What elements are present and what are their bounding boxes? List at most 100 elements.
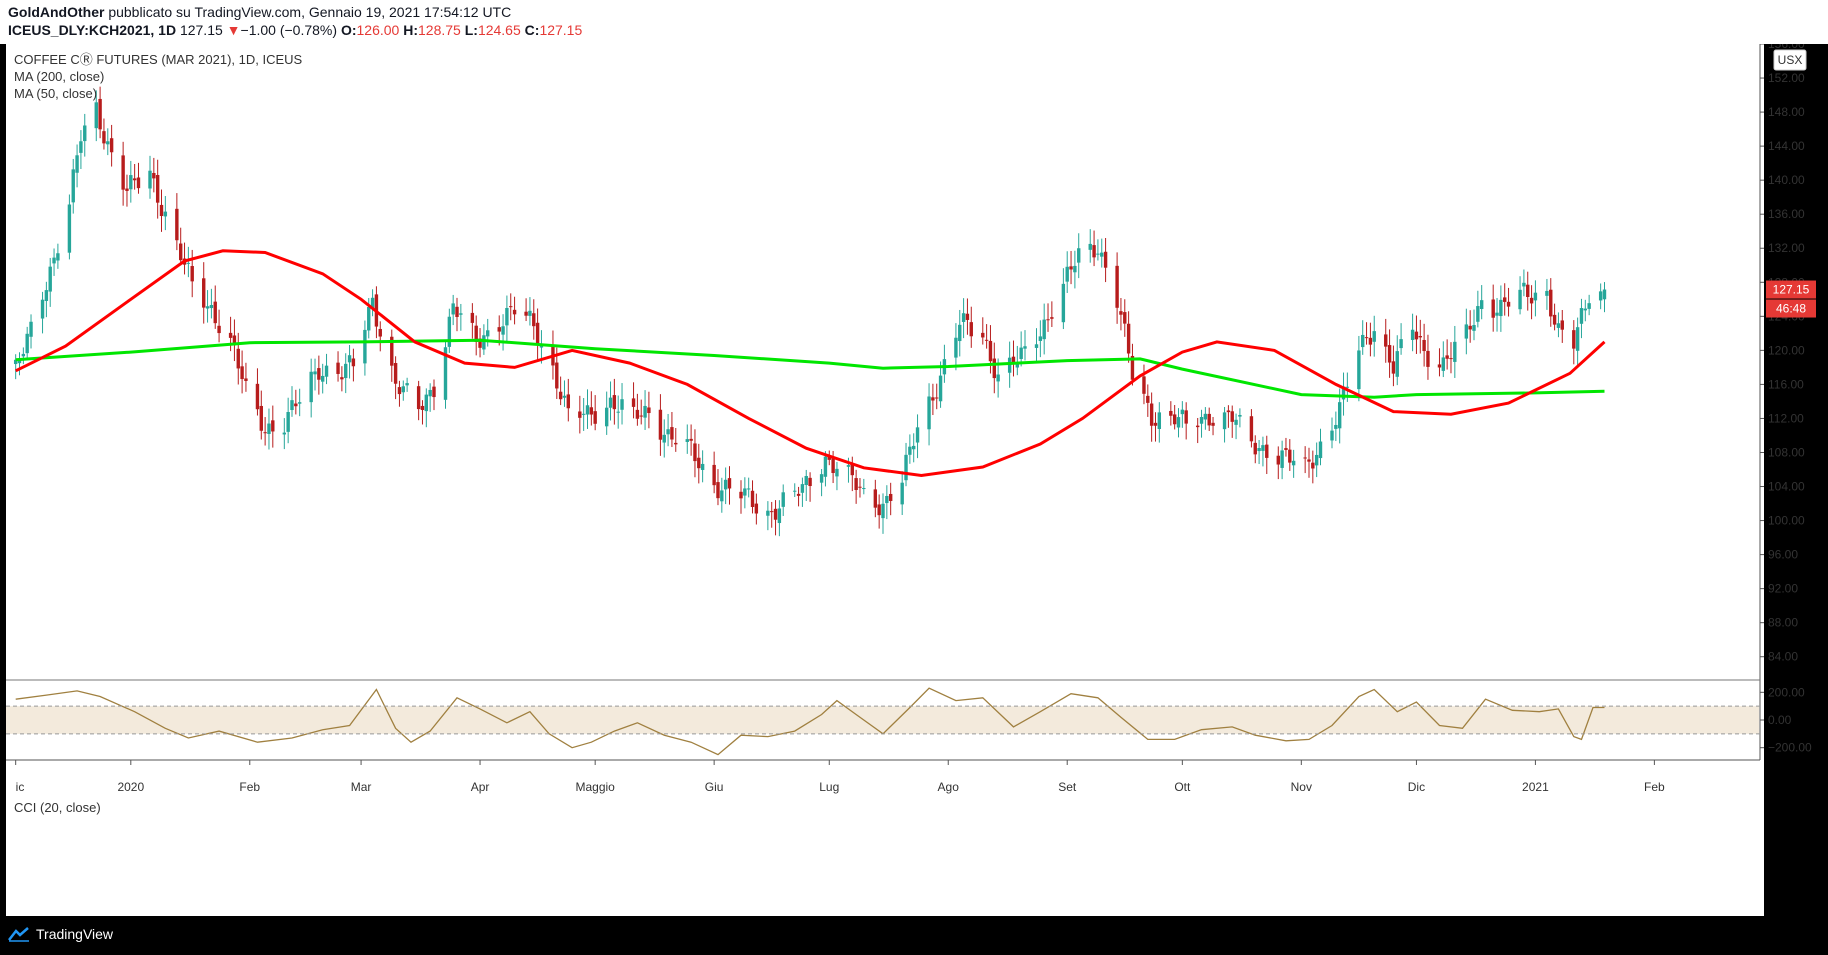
candle-body: [800, 484, 805, 493]
price-badge: [1766, 280, 1816, 299]
candle-body: [497, 327, 501, 332]
candle-body: [984, 339, 989, 341]
cci-tick-label: 0.00: [1768, 713, 1792, 727]
candle-body: [662, 434, 666, 443]
candle-body: [1073, 265, 1077, 273]
candle-body: [1357, 350, 1361, 390]
change-value: −1.00 (−0.78%): [240, 22, 338, 38]
price-tick-label: 132.00: [1768, 241, 1805, 255]
candle-body: [981, 332, 985, 338]
candle-body: [48, 266, 52, 292]
candle-body: [827, 456, 831, 460]
candle-body: [1307, 459, 1311, 462]
candle-body: [961, 313, 966, 322]
candle-body: [988, 340, 993, 362]
tradingview-logo[interactable]: TradingView: [8, 926, 113, 942]
candle-body: [900, 482, 904, 505]
candle-body: [746, 488, 751, 490]
candle-body: [255, 383, 260, 410]
candle-body: [56, 253, 60, 261]
candle-body: [501, 326, 505, 335]
candle-body: [1234, 419, 1238, 425]
candle-body: [1522, 282, 1526, 287]
candle-body: [1441, 357, 1446, 371]
currency-badge[interactable]: [1773, 49, 1807, 71]
candle-body: [474, 325, 478, 342]
candle-body: [647, 407, 651, 414]
candle-body: [1414, 331, 1419, 340]
candle-body: [1265, 444, 1269, 458]
candle-body: [1449, 358, 1453, 360]
candle-body: [1453, 341, 1457, 362]
candle-body: [558, 391, 563, 400]
cci-legend[interactable]: CCI (20, close): [14, 800, 101, 815]
candle-body: [712, 464, 716, 486]
candle-body: [773, 508, 778, 520]
candle-body: [428, 389, 432, 397]
candle-body: [835, 468, 839, 477]
candle-body: [424, 394, 429, 412]
candle-body: [1011, 356, 1016, 365]
countdown-badge-label: 46:48: [1776, 302, 1806, 316]
candle-body: [482, 335, 486, 350]
candle-body: [125, 188, 129, 191]
candle-body: [290, 400, 294, 411]
candle-body: [512, 309, 517, 315]
cci-line: [15, 687, 1605, 756]
candle-body: [443, 347, 448, 400]
ma200-legend[interactable]: MA (200, close): [14, 69, 104, 84]
candle-body: [1368, 337, 1373, 345]
date-tick-label: Feb: [1644, 780, 1665, 794]
candle-body: [620, 399, 624, 410]
candle-body: [129, 175, 133, 190]
candle-body: [996, 374, 1000, 382]
price-tick-label: 88.00: [1768, 616, 1798, 630]
tradingview-icon: [8, 927, 29, 942]
candle-body: [1069, 266, 1073, 270]
candle-body: [432, 386, 436, 398]
high-label: H:: [403, 22, 418, 38]
candle-body: [1142, 376, 1146, 394]
candle-body: [1506, 301, 1511, 307]
candle-body: [244, 378, 248, 381]
candle-body: [44, 290, 49, 302]
chart-area[interactable]: 156.00 152.00 148.00 144.00 140.00 136.00 132.…: [0, 44, 1828, 916]
high-value: 128.75: [418, 22, 461, 38]
date-tick-label: 2021: [1522, 780, 1549, 794]
candle-body: [1426, 350, 1430, 367]
price-tick-label: 112.00: [1768, 411, 1804, 425]
author-name[interactable]: GoldAndOther: [8, 4, 105, 20]
price-tick-label: 148.00: [1768, 105, 1805, 119]
symbol-label: ICEUS_DLY:KCH2021, 1D: [8, 22, 177, 38]
candle-body: [670, 427, 674, 440]
candle-body: [938, 375, 943, 402]
candle-body: [743, 488, 747, 496]
candle-body: [1598, 291, 1603, 301]
candle-body: [1437, 364, 1442, 368]
candle-body: [263, 432, 267, 434]
candle-body: [750, 490, 755, 507]
low-value: 124.65: [477, 22, 521, 38]
candle-body: [635, 409, 640, 419]
candle-body: [1549, 289, 1553, 317]
close-value: 127.15: [539, 22, 583, 38]
candle-body: [271, 420, 275, 432]
candle-body: [1249, 416, 1254, 442]
candle-body: [94, 102, 98, 129]
candle-body: [1472, 325, 1476, 331]
candle-body: [1180, 409, 1185, 415]
candle-body: [1291, 460, 1296, 466]
candle-body: [136, 177, 141, 189]
change-down-icon: ▼: [226, 22, 241, 38]
candle-body: [1464, 324, 1469, 339]
candle-body: [447, 316, 452, 347]
candle-body: [532, 313, 536, 327]
candle-body: [1587, 303, 1591, 309]
candle-body: [21, 353, 26, 357]
candle-body: [1418, 336, 1422, 338]
ma50-legend[interactable]: MA (50, close): [14, 86, 97, 101]
candle-body: [202, 278, 206, 308]
candle-body: [83, 125, 87, 142]
price-tick-label: 116.00: [1768, 377, 1804, 391]
candle-body: [505, 307, 509, 326]
